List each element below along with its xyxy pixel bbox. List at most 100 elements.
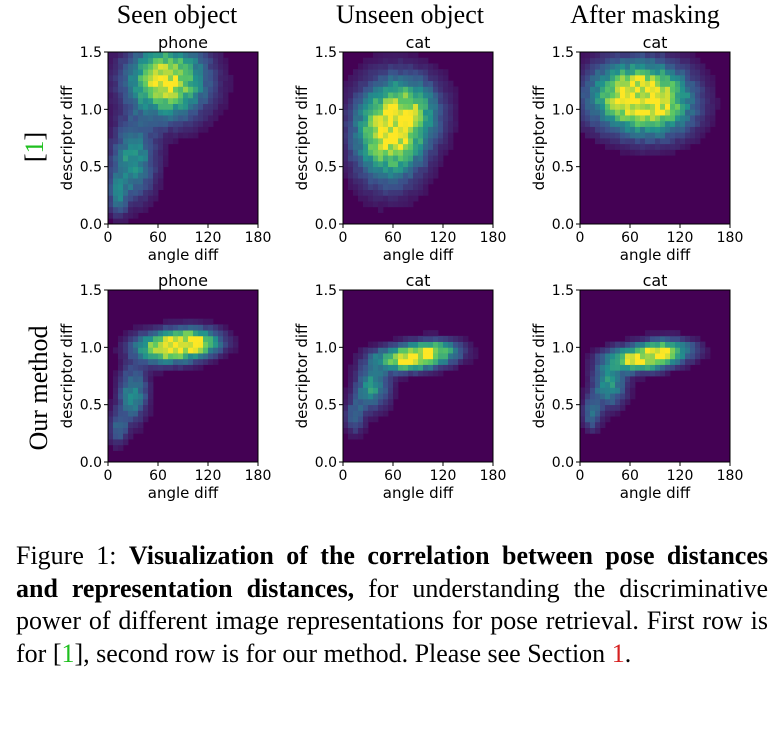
density-cell bbox=[605, 103, 611, 110]
density-cell bbox=[133, 155, 139, 162]
density-cell bbox=[670, 126, 676, 133]
density-cell bbox=[353, 92, 359, 99]
density-cell bbox=[438, 347, 444, 354]
density-cell bbox=[695, 103, 701, 110]
density-cell bbox=[363, 132, 369, 139]
density-cell bbox=[153, 69, 159, 76]
density-cell bbox=[408, 138, 414, 145]
density-cell bbox=[605, 353, 611, 360]
density-cell bbox=[383, 103, 389, 110]
density-cell bbox=[595, 138, 601, 145]
density-cell bbox=[138, 126, 144, 133]
density-cell bbox=[163, 132, 169, 139]
density-cell bbox=[580, 120, 586, 127]
density-cell bbox=[408, 126, 414, 133]
density-cell bbox=[153, 143, 159, 150]
density-cell bbox=[138, 74, 144, 82]
density-cell bbox=[123, 189, 129, 196]
density-cell bbox=[695, 126, 701, 133]
density-cell bbox=[353, 381, 359, 388]
density-cell bbox=[595, 376, 601, 383]
density-cell bbox=[348, 404, 354, 411]
density-cell bbox=[418, 155, 424, 162]
density-cell bbox=[123, 353, 129, 360]
density-cell bbox=[655, 52, 661, 59]
density-cell bbox=[123, 143, 129, 150]
density-cell bbox=[348, 381, 354, 388]
density-cell bbox=[173, 74, 179, 82]
density-cell bbox=[600, 109, 606, 116]
density-cell bbox=[640, 63, 646, 70]
density-cell bbox=[600, 74, 606, 82]
density-cell bbox=[433, 126, 439, 133]
density-cell bbox=[153, 324, 159, 331]
density-cell bbox=[645, 86, 651, 93]
density-cell bbox=[630, 370, 636, 377]
density-cell bbox=[448, 120, 454, 127]
density-cell bbox=[143, 120, 149, 127]
density-cell bbox=[113, 155, 119, 162]
density-cell bbox=[620, 358, 626, 365]
density-cell bbox=[690, 138, 696, 145]
density-cell bbox=[665, 364, 671, 371]
row-header-citation[interactable]: 1 bbox=[20, 140, 49, 154]
density-cell bbox=[133, 201, 139, 208]
density-cell bbox=[203, 358, 209, 365]
density-cell bbox=[650, 86, 656, 93]
x-tick-label: 60 bbox=[149, 230, 167, 246]
density-cell bbox=[223, 335, 229, 342]
density-cell bbox=[388, 155, 394, 162]
density-cell bbox=[123, 410, 129, 417]
density-cell bbox=[198, 353, 204, 360]
density-cell bbox=[373, 381, 379, 388]
density-cell bbox=[443, 92, 449, 99]
density-cell bbox=[413, 120, 419, 127]
caption-section-ref[interactable]: 1 bbox=[611, 638, 625, 668]
density-cell bbox=[403, 195, 409, 202]
density-cell bbox=[610, 126, 616, 133]
density-cell bbox=[143, 206, 149, 213]
density-cell bbox=[580, 410, 586, 417]
density-cell bbox=[138, 201, 144, 208]
density-cell bbox=[143, 189, 149, 196]
density-cell bbox=[348, 376, 354, 383]
density-cell bbox=[423, 126, 429, 133]
row-header-close: ] bbox=[20, 131, 49, 141]
density-cell bbox=[123, 160, 129, 168]
density-cell bbox=[358, 97, 364, 104]
density-cell bbox=[660, 370, 666, 377]
density-cell bbox=[428, 120, 434, 127]
density-cell bbox=[418, 172, 424, 179]
x-tick-label: 0 bbox=[104, 230, 113, 246]
density-cell bbox=[388, 166, 394, 173]
density-cell bbox=[343, 387, 349, 394]
y-tick-label: 1.5 bbox=[552, 45, 574, 61]
density-cell bbox=[128, 97, 134, 104]
density-cell bbox=[138, 97, 144, 104]
density-cell bbox=[433, 74, 439, 82]
density-cell bbox=[438, 149, 444, 156]
density-cell bbox=[418, 149, 424, 156]
density-cell bbox=[158, 166, 164, 173]
density-cell bbox=[358, 404, 364, 411]
density-cell bbox=[615, 393, 621, 400]
density-cell bbox=[343, 398, 349, 406]
density-cell bbox=[198, 330, 204, 337]
density-cell bbox=[630, 63, 636, 70]
caption-citation[interactable]: 1 bbox=[61, 638, 75, 668]
density-cell bbox=[393, 341, 399, 348]
density-cell bbox=[383, 92, 389, 99]
density-cell bbox=[388, 80, 394, 87]
density-cell bbox=[423, 80, 429, 87]
density-cell bbox=[448, 115, 454, 122]
density-cell bbox=[685, 335, 691, 342]
density-cell bbox=[670, 364, 676, 371]
density-cell bbox=[605, 126, 611, 133]
density-cell bbox=[138, 393, 144, 400]
density-cell bbox=[630, 115, 636, 122]
density-cell bbox=[173, 318, 179, 325]
density-cell bbox=[358, 132, 364, 139]
density-cell bbox=[670, 341, 676, 348]
density-cell bbox=[348, 387, 354, 394]
